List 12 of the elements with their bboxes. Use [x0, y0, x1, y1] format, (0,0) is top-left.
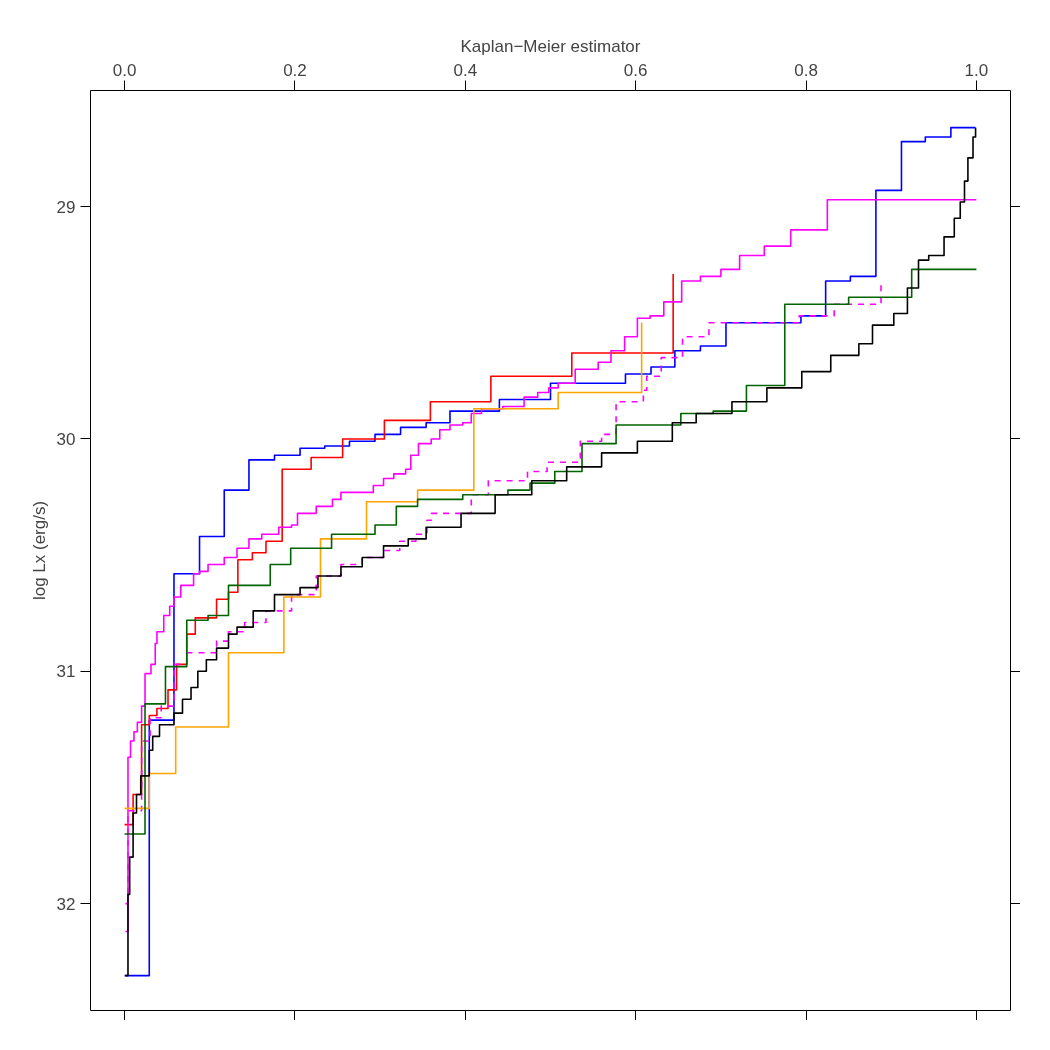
x-tick-label: 0.6 — [623, 60, 648, 80]
y-tick-label: 30 — [56, 429, 76, 449]
y-axis-title: log Lx (erg/s) — [29, 500, 49, 601]
x-tick-label: 1.0 — [964, 60, 989, 80]
x-tick-label: 0.4 — [453, 60, 478, 80]
y-tick-label: 31 — [56, 662, 76, 682]
x-tick-label: 0.0 — [112, 60, 137, 80]
x-tick-label: 0.2 — [283, 60, 307, 80]
x-tick-label: 0.8 — [794, 60, 818, 80]
x-axis-title: Kaplan−Meier estimator — [460, 36, 641, 56]
y-tick-label: 29 — [56, 197, 76, 217]
y-tick-label: 32 — [56, 894, 76, 914]
